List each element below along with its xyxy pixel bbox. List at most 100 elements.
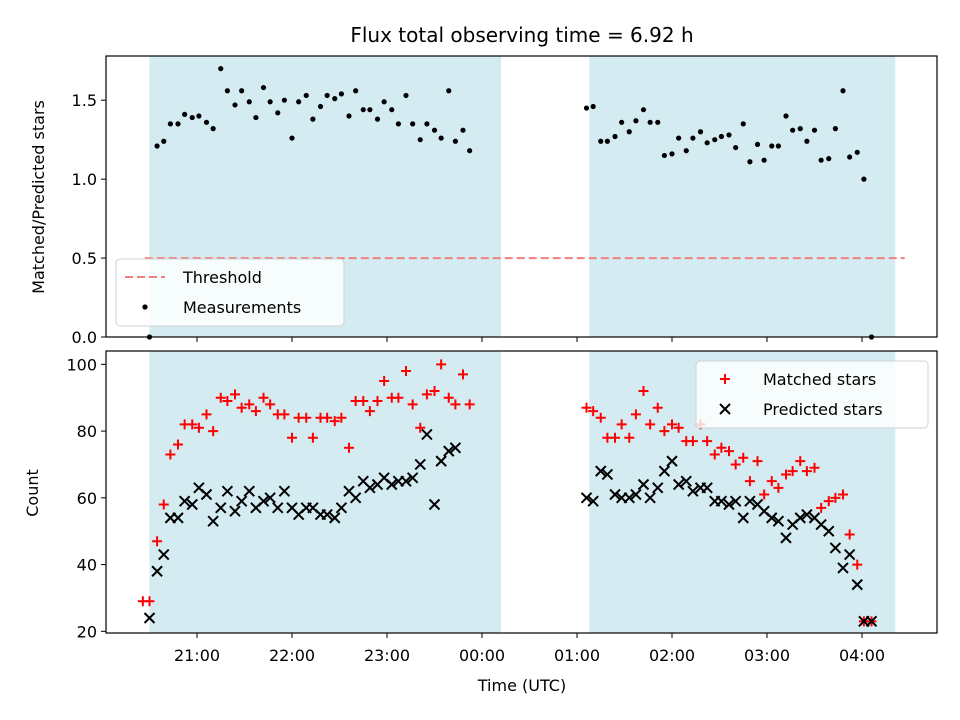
data-point	[787, 466, 798, 477]
data-point	[154, 143, 160, 149]
data-point	[744, 476, 755, 487]
data-point	[633, 118, 639, 124]
data-point	[666, 455, 678, 467]
data-point	[281, 97, 287, 103]
data-point	[232, 102, 238, 108]
x-tick-label: 04:00	[839, 646, 885, 665]
data-point	[189, 114, 195, 121]
data-point	[783, 113, 789, 119]
data-point	[655, 119, 661, 125]
data-point	[837, 562, 849, 574]
data-point	[830, 492, 841, 503]
data-point	[187, 419, 198, 430]
legend-measurements-swatch	[142, 304, 148, 310]
data-point	[624, 432, 635, 443]
data-point	[458, 369, 468, 380]
data-point	[795, 456, 806, 467]
data-point	[221, 485, 234, 497]
data-point	[230, 389, 240, 400]
data-point	[389, 107, 395, 113]
data-point	[173, 439, 183, 450]
data-point	[167, 121, 173, 127]
data-point	[790, 127, 796, 133]
data-point	[215, 392, 226, 403]
data-point	[257, 495, 270, 507]
data-point	[200, 488, 213, 501]
data-point	[804, 138, 810, 144]
data-point	[329, 416, 340, 427]
data-point	[275, 110, 281, 116]
data-point	[143, 612, 156, 624]
data-point	[260, 84, 267, 91]
data-point	[436, 359, 447, 370]
data-point	[730, 459, 741, 470]
data-point	[581, 402, 592, 413]
data-point	[410, 121, 416, 127]
data-point	[229, 505, 241, 517]
data-point	[610, 432, 620, 443]
data-point	[733, 144, 739, 151]
data-point	[158, 499, 169, 510]
data-point	[761, 157, 767, 163]
legend-predicted-label: Predicted stars	[763, 400, 883, 419]
data-point	[321, 508, 333, 521]
ratio-legend: Threshold Measurements	[115, 258, 345, 327]
data-point	[680, 475, 692, 487]
count-series-predicted-stars	[143, 428, 878, 628]
data-point	[826, 156, 832, 162]
data-point	[317, 103, 324, 110]
data-point	[421, 428, 433, 441]
data-point	[724, 446, 734, 457]
x-tick-label: 01:00	[554, 646, 600, 665]
count-series-matched-stars	[137, 359, 877, 627]
data-point	[583, 105, 590, 111]
data-point	[336, 412, 347, 423]
data-point	[415, 422, 426, 433]
data-point	[193, 422, 204, 433]
data-point	[201, 409, 212, 420]
data-point	[421, 389, 432, 400]
data-point	[178, 495, 191, 507]
data-point	[452, 138, 458, 144]
data-point	[175, 121, 181, 127]
data-point	[203, 119, 210, 125]
data-point	[393, 392, 404, 403]
data-point	[218, 66, 224, 72]
data-point	[215, 502, 227, 514]
data-point	[672, 478, 685, 491]
data-point	[647, 119, 653, 125]
data-point	[838, 489, 848, 500]
data-point	[687, 436, 698, 447]
data-point	[358, 396, 369, 407]
data-point	[616, 419, 627, 430]
data-point	[590, 103, 596, 110]
count-y-tick-label: 40	[77, 556, 97, 575]
count-legend: Matched stars Predicted stars	[695, 360, 929, 429]
data-point	[250, 406, 261, 417]
data-point	[701, 482, 713, 494]
data-point	[669, 151, 675, 157]
legend-matched-swatch	[720, 374, 730, 384]
data-point	[766, 512, 778, 524]
data-point	[801, 508, 813, 521]
data-point	[172, 512, 184, 524]
data-point	[843, 548, 856, 561]
data-point	[604, 138, 611, 144]
x-tick-label: 22:00	[269, 646, 315, 665]
data-point	[186, 498, 198, 511]
data-point	[303, 92, 309, 99]
data-point	[752, 456, 763, 467]
data-point	[667, 419, 677, 430]
data-point	[645, 419, 656, 430]
data-point	[208, 426, 219, 437]
data-point	[595, 465, 607, 477]
data-point	[428, 498, 441, 511]
data-point	[322, 412, 333, 423]
data-point	[431, 127, 438, 133]
data-point	[759, 489, 770, 500]
data-point	[424, 121, 430, 127]
data-point	[715, 495, 728, 507]
data-point	[364, 406, 375, 417]
ratio-plot: 0.0 0.5 1.0 1.5 Threshold Measurements	[72, 55, 938, 347]
legend-box	[115, 258, 345, 327]
